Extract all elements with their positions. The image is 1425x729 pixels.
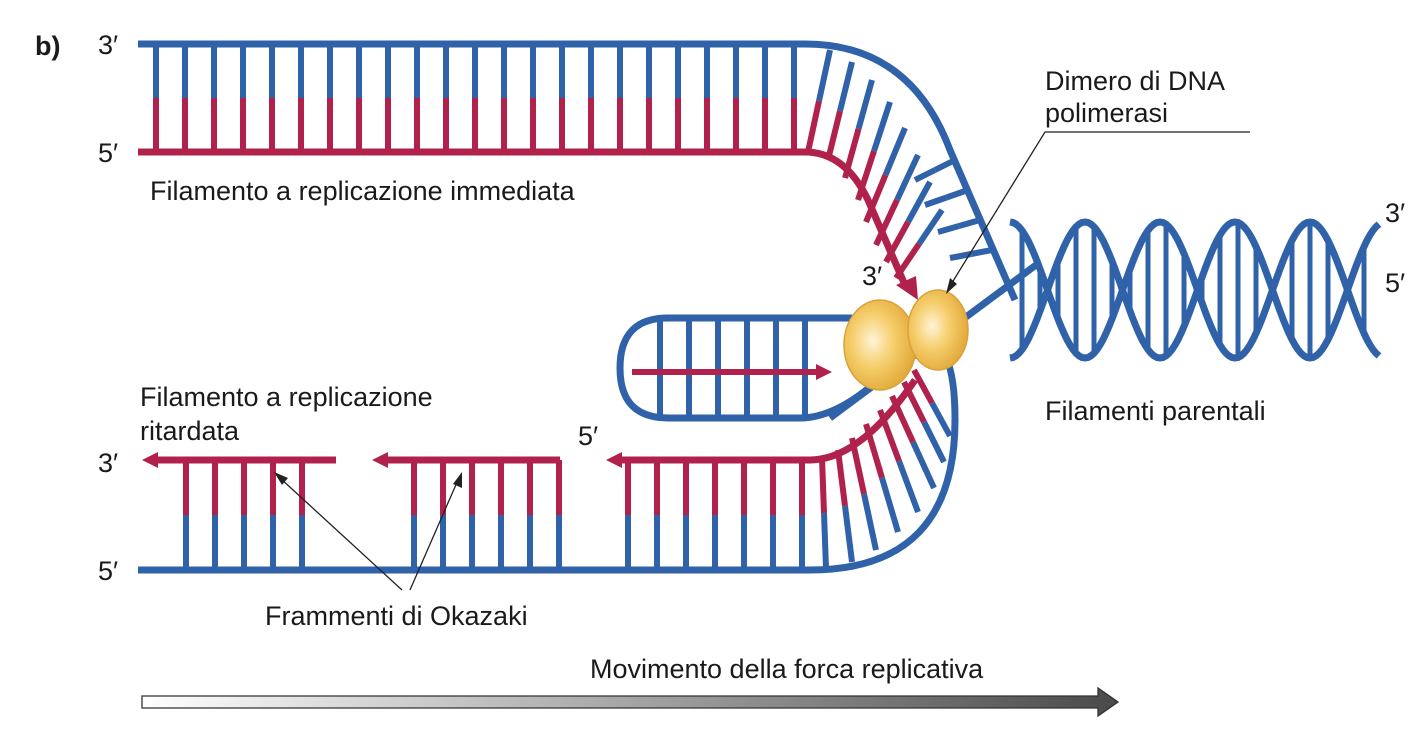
leading-3-prime-label: 3′ xyxy=(862,261,882,291)
fan-base-pair-top xyxy=(837,61,855,112)
fan-base-pair-bottom xyxy=(893,242,922,280)
top-3-prime-label: 3′ xyxy=(98,30,118,60)
helix-3-prime-label: 3′ xyxy=(1385,198,1405,228)
top-parental-strand xyxy=(138,40,1019,302)
fan-lagging-base-pair-top xyxy=(819,457,827,514)
fan-lagging-base-pair-top xyxy=(911,368,935,405)
fan-lagging-base-pair-top xyxy=(835,449,848,507)
polymerase-label-line2: polimerasi xyxy=(1045,98,1168,128)
fan-base-pair-parental-bottom xyxy=(924,194,948,208)
lagging-duplex-rungs xyxy=(183,460,805,570)
loop-rungs xyxy=(657,318,808,418)
leading-strand-arrowhead xyxy=(896,276,918,300)
fan-base-pair-bottom xyxy=(883,220,911,264)
fan-base-pair-bottom xyxy=(855,150,877,201)
fan-base-pair-top xyxy=(916,208,945,246)
lagging-strand-label-line1: Filamento a replicazione xyxy=(140,382,433,412)
bottom-5-prime-label: 5′ xyxy=(98,556,118,586)
fan-lagging-base-pair-bottom xyxy=(910,440,937,490)
okazaki-leader-line-1 xyxy=(279,477,403,591)
polymerase-leader-arrowhead xyxy=(946,278,957,294)
parental-helix-rungs xyxy=(1019,222,1367,358)
leading-strand-label: Filamento a replicazione immediata xyxy=(150,176,576,206)
polymerase-subunit-left xyxy=(843,299,917,391)
okazaki-fragments-label: Frammenti di Okazaki xyxy=(265,601,528,631)
top-5-prime-label: 5′ xyxy=(98,138,118,168)
fan-base-pair-top xyxy=(871,101,893,152)
fan-base-pair-parental-bottom xyxy=(913,167,937,183)
lagging-5-prime-label: 5′ xyxy=(578,421,598,451)
top-fan-rungs xyxy=(805,49,993,280)
loop-new-strand-arrowhead xyxy=(816,364,832,380)
lagging-3-prime-label: 3′ xyxy=(98,448,118,478)
fan-lagging-base-pair-bottom xyxy=(821,512,829,569)
okazaki-leader-arrowhead-1 xyxy=(274,472,288,485)
leading-new-strand xyxy=(138,148,909,287)
lagging-fragment-3 xyxy=(620,378,918,464)
polymerase-leader-line xyxy=(949,131,1250,287)
fan-base-pair-parental-top xyxy=(958,217,981,229)
okazaki-leader-arrowhead-2 xyxy=(453,472,462,488)
okazaki-leader-line-2 xyxy=(409,479,459,591)
fan-lagging-base-pair-bottom xyxy=(861,493,879,551)
fork-movement-label: Movimento della forca replicativa xyxy=(590,654,984,684)
fork-movement-arrow xyxy=(141,686,1120,718)
leading-duplex-rungs xyxy=(153,44,797,152)
bottom-fan-rungs xyxy=(819,368,953,569)
parental-strands-label: Filamenti parentali xyxy=(1045,396,1266,426)
fan-base-pair-bottom xyxy=(873,198,900,247)
fan-base-pair-top xyxy=(882,126,908,177)
fan-lagging-base-pair-bottom xyxy=(921,420,947,464)
lagging-strand-label-line2: ritardata xyxy=(140,416,240,446)
fan-base-pair-bottom xyxy=(842,128,862,179)
fan-base-pair-top xyxy=(855,79,875,130)
fan-lagging-base-pair-bottom xyxy=(842,505,855,563)
fan-base-pair-parental-top xyxy=(933,157,957,173)
fan-lagging-base-pair-bottom xyxy=(896,459,921,514)
fan-base-pair-parental-top xyxy=(970,247,993,257)
fan-lagging-base-pair-bottom xyxy=(929,401,953,438)
fan-lagging-base-pair-bottom xyxy=(879,477,901,533)
fan-base-pair-parental-bottom xyxy=(937,223,960,235)
fan-base-pair-parental-bottom xyxy=(949,251,972,261)
fan-base-pair-top xyxy=(905,180,933,224)
parental-helix-strand-a xyxy=(1009,218,1382,362)
parental-helix-strand-b xyxy=(1009,218,1382,362)
okazaki-fragment-1-arrowhead xyxy=(142,452,158,468)
fan-base-pair-bottom xyxy=(863,173,889,224)
okazaki-fragment-2-arrowhead xyxy=(372,452,388,468)
fan-base-pair-top xyxy=(894,153,921,202)
fan-base-pair-bottom xyxy=(805,100,822,153)
polymerase-subunit-right xyxy=(907,289,969,371)
polymerase-label-line1: Dimero di DNA xyxy=(1045,66,1225,96)
fan-base-pair-top xyxy=(816,49,833,102)
fan-base-pair-bottom xyxy=(825,110,843,161)
panel-label: b) xyxy=(35,31,60,61)
fan-base-pair-parental-top xyxy=(945,187,969,201)
lagging-fragment-3-arrowhead xyxy=(606,452,622,468)
helix-5-prime-label: 5′ xyxy=(1385,268,1405,298)
